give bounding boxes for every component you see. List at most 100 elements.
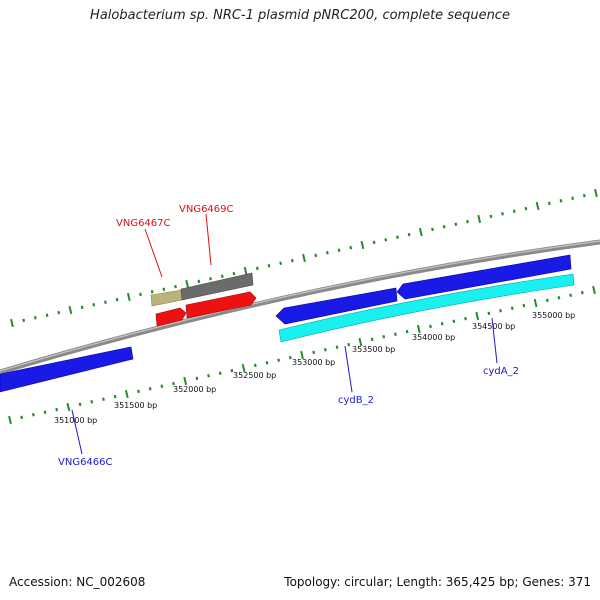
outer-minor-tick	[512, 209, 516, 213]
ruler-major-tick	[300, 350, 304, 360]
ruler-label-354500: 354500 bp	[472, 322, 515, 331]
gene-vng6466c[interactable]	[0, 346, 134, 393]
ruler-minor-tick	[277, 358, 281, 362]
outer-minor-tick	[571, 196, 575, 200]
ruler-major-tick	[66, 402, 71, 412]
ruler-minor-tick	[113, 394, 117, 399]
ruler-label-353500: 353500 bp	[352, 345, 395, 354]
outer-major-tick	[68, 305, 73, 315]
ruler-minor-tick	[288, 355, 292, 360]
outer-minor-tick	[104, 300, 107, 304]
outer-minor-tick	[466, 219, 469, 224]
ruler-minor-tick	[102, 397, 105, 401]
ruler-minor-tick	[195, 376, 199, 381]
outer-minor-tick	[33, 316, 37, 320]
outer-minor-tick	[407, 232, 411, 237]
ruler-minor-tick	[429, 324, 432, 329]
gene-label-cyda2: cydA_2	[483, 366, 519, 377]
outer-minor-tick	[279, 261, 283, 265]
ruler-major-tick	[8, 415, 12, 425]
outer-minor-tick	[267, 264, 271, 268]
ruler-major-tick	[475, 311, 480, 321]
outer-major-tick	[360, 240, 365, 250]
outer-major-tick	[477, 214, 482, 224]
ruler-label-352000: 352000 bp	[173, 385, 216, 394]
outer-major-tick	[418, 227, 423, 237]
gene-label-vng6469c: VNG6469C	[179, 204, 234, 215]
outer-major-tick	[10, 318, 14, 328]
outer-minor-tick	[396, 235, 399, 239]
outer-minor-tick	[115, 297, 119, 302]
outer-minor-tick	[92, 303, 96, 307]
ruler-minor-tick	[265, 361, 269, 365]
ruler-minor-tick	[207, 374, 210, 378]
ruler-minor-tick	[487, 311, 491, 316]
outer-major-tick	[302, 253, 306, 263]
gene-vng6469c-gray[interactable]	[180, 272, 254, 301]
outer-minor-tick	[349, 245, 353, 250]
outer-minor-tick	[314, 253, 318, 258]
ruler-label-354000: 354000 bp	[412, 333, 455, 342]
topology-summary: Topology: circular; Length: 365,425 bp; …	[284, 575, 591, 589]
gene-label-vng6466c: VNG6466C	[58, 457, 113, 468]
ruler-minor-tick	[160, 384, 164, 388]
ruler-minor-tick	[347, 342, 351, 347]
gene-red-large[interactable]	[185, 291, 257, 319]
ruler-major-tick	[416, 324, 421, 334]
outer-minor-tick	[197, 279, 201, 284]
accession-text: Accession: NC_002608	[9, 575, 146, 589]
outer-minor-tick	[57, 310, 61, 315]
outer-minor-tick	[209, 277, 212, 281]
outer-major-tick	[535, 201, 540, 211]
outer-minor-tick	[174, 284, 177, 289]
outer-minor-tick	[442, 225, 446, 229]
ruler-minor-tick	[20, 415, 24, 420]
outer-major-tick	[594, 188, 598, 198]
ruler-minor-tick	[545, 298, 549, 303]
outer-minor-tick	[325, 251, 329, 255]
gene-vng6467c-khaki[interactable]	[150, 289, 183, 307]
outer-minor-tick	[220, 274, 224, 278]
ruler-label-351000: 351000 bp	[54, 416, 97, 425]
ruler-minor-tick	[557, 296, 561, 300]
leader-vng6469c	[205, 213, 212, 266]
outer-minor-tick	[255, 266, 259, 271]
ruler-minor-tick	[405, 329, 409, 334]
outer-minor-tick	[547, 201, 551, 206]
outer-tick-ring	[10, 188, 598, 328]
plasmid-backbone	[0, 239, 600, 375]
ruler-major-tick	[183, 376, 188, 386]
gene-red-small[interactable]	[155, 307, 187, 327]
ruler-minor-tick	[499, 309, 502, 313]
outer-minor-tick	[524, 206, 528, 211]
ruler-minor-tick	[580, 290, 584, 295]
ruler-minor-tick	[370, 337, 374, 342]
outer-minor-tick	[139, 292, 142, 297]
outer-minor-tick	[559, 199, 563, 203]
outer-minor-tick	[372, 240, 376, 245]
outer-minor-tick	[454, 222, 458, 226]
ruler-major-tick	[358, 337, 363, 347]
gene-label-cydb2: cydB_2	[338, 395, 374, 406]
ruler-minor-tick	[394, 332, 397, 336]
gene-cyda2[interactable]	[396, 254, 572, 300]
leader-vng6467c	[144, 228, 163, 278]
outer-major-tick	[243, 266, 248, 276]
ruler-minor-tick	[148, 387, 152, 391]
leader-vng6466c	[71, 409, 83, 455]
gene-cyan-long[interactable]	[278, 273, 575, 343]
map-title: Halobacterium sp. NRC-1 plasmid pNRC200,…	[90, 8, 510, 23]
outer-minor-tick	[431, 227, 434, 232]
outer-minor-tick	[501, 212, 504, 216]
ruler-minor-tick	[464, 316, 467, 321]
gene-cydb2[interactable]	[275, 287, 398, 325]
outer-major-tick	[126, 292, 131, 302]
ruler-minor-tick	[218, 371, 222, 375]
ruler-major-tick	[124, 389, 129, 399]
outer-minor-tick	[22, 318, 26, 323]
outer-minor-tick	[45, 313, 49, 317]
gene-label-vng6467c: VNG6467C	[116, 218, 171, 229]
ruler-minor-tick	[510, 306, 514, 310]
outer-minor-tick	[80, 305, 84, 310]
ruler-minor-tick	[172, 381, 175, 386]
